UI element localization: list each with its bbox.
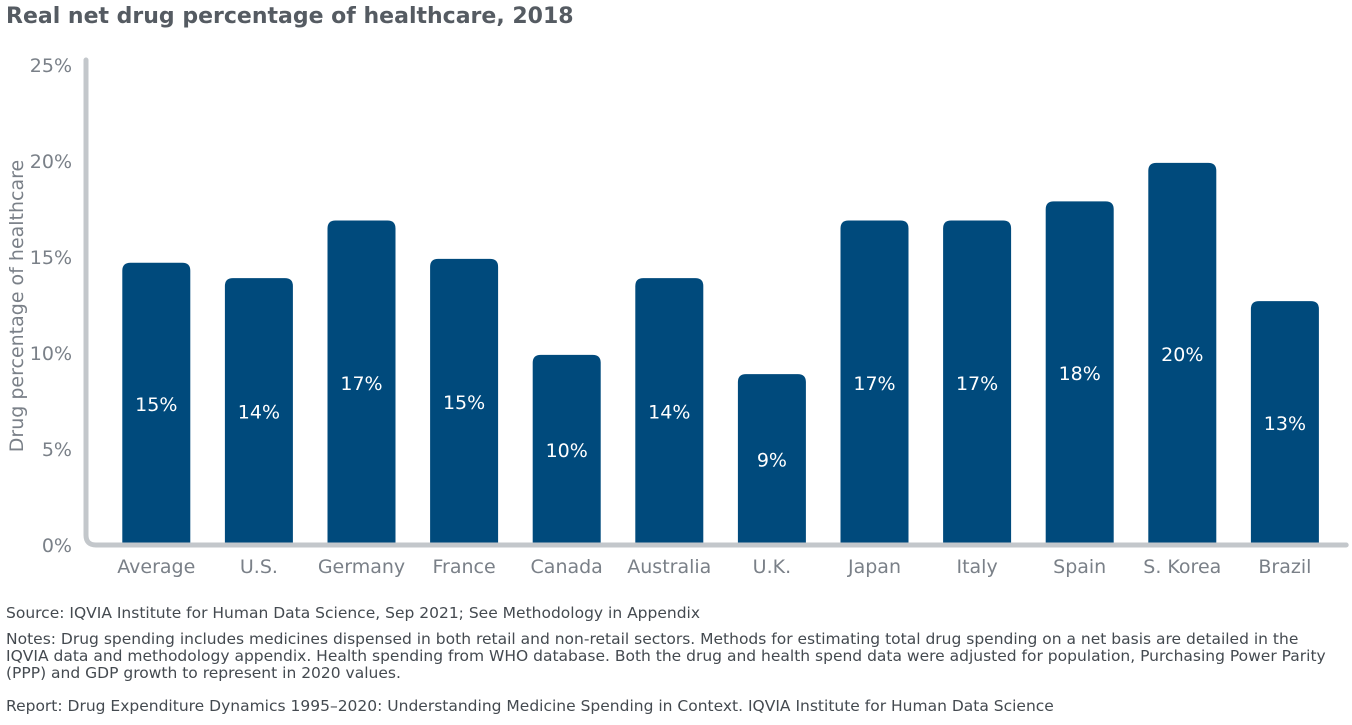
x-tick-label: U.S. — [240, 556, 278, 578]
bar — [1045, 201, 1114, 545]
x-tick-label: Spain — [1053, 556, 1106, 578]
y-axis-label: Drug percentage of healthcare — [6, 160, 28, 452]
axis-line — [83, 57, 1349, 548]
bar-value-label: 14% — [648, 402, 690, 424]
source-note: Source: IQVIA Institute for Human Data S… — [6, 604, 701, 622]
report-note: Report: Drug Expenditure Dynamics 1995–2… — [6, 697, 1054, 715]
bar-value-label: 15% — [135, 394, 177, 416]
bar — [430, 258, 499, 545]
bar — [122, 262, 191, 545]
y-tick-label: 20% — [30, 151, 72, 173]
bar-chart: 0% 5% 10% 15% 20% 25% Drug percentage of heal… — [6, 55, 1349, 578]
bar-value-label: 17% — [853, 373, 895, 395]
x-tick-label: S. Korea — [1143, 556, 1221, 578]
bar-value-label: 18% — [1059, 363, 1101, 385]
x-tick-label: Germany — [318, 556, 405, 578]
bar-value-label: 9% — [757, 450, 787, 472]
x-tick-label: Japan — [847, 556, 901, 578]
y-tick-label: 15% — [30, 247, 72, 269]
bar — [737, 374, 806, 545]
x-tick-label: Brazil — [1258, 556, 1311, 578]
x-tick-label: U.K. — [753, 556, 791, 578]
bar — [1250, 301, 1319, 545]
bar-value-label: 10% — [546, 440, 588, 462]
x-tick-label: Average — [117, 556, 195, 578]
bar-value-label: 15% — [443, 392, 485, 414]
y-tick-label: 25% — [30, 55, 72, 77]
x-tick-label: Canada — [531, 556, 603, 578]
bars: 15% 14% 17% 15% 10% 14% 9% 17% 17% 18% 20% 13% — [122, 162, 1319, 546]
y-tick-label: 0% — [42, 535, 72, 557]
bar — [943, 220, 1012, 545]
bar-value-label: 17% — [340, 373, 382, 395]
x-tick-label: France — [433, 556, 496, 578]
x-axis-ticks: Average U.S. Germany France Canada Australia U… — [117, 556, 1311, 578]
bar — [532, 354, 601, 545]
bar — [1148, 162, 1217, 546]
x-tick-label: Italy — [956, 556, 997, 578]
chart-title: Real net drug percentage of healthcare, … — [6, 4, 574, 29]
bar — [840, 220, 909, 545]
y-tick-label: 10% — [30, 343, 72, 365]
bar — [224, 278, 293, 545]
bar-value-label: 14% — [238, 402, 280, 424]
y-tick-label: 5% — [42, 439, 72, 461]
bar-value-label: 20% — [1161, 344, 1203, 366]
bar — [635, 278, 704, 545]
bar-value-label: 17% — [956, 373, 998, 395]
x-tick-label: Australia — [627, 556, 711, 578]
bar-value-label: 13% — [1264, 413, 1306, 435]
y-axis-ticks: 0% 5% 10% 15% 20% 25% — [30, 55, 72, 557]
bar — [327, 220, 396, 545]
notes-text: Notes: Drug spending includes medicines … — [6, 630, 1326, 682]
